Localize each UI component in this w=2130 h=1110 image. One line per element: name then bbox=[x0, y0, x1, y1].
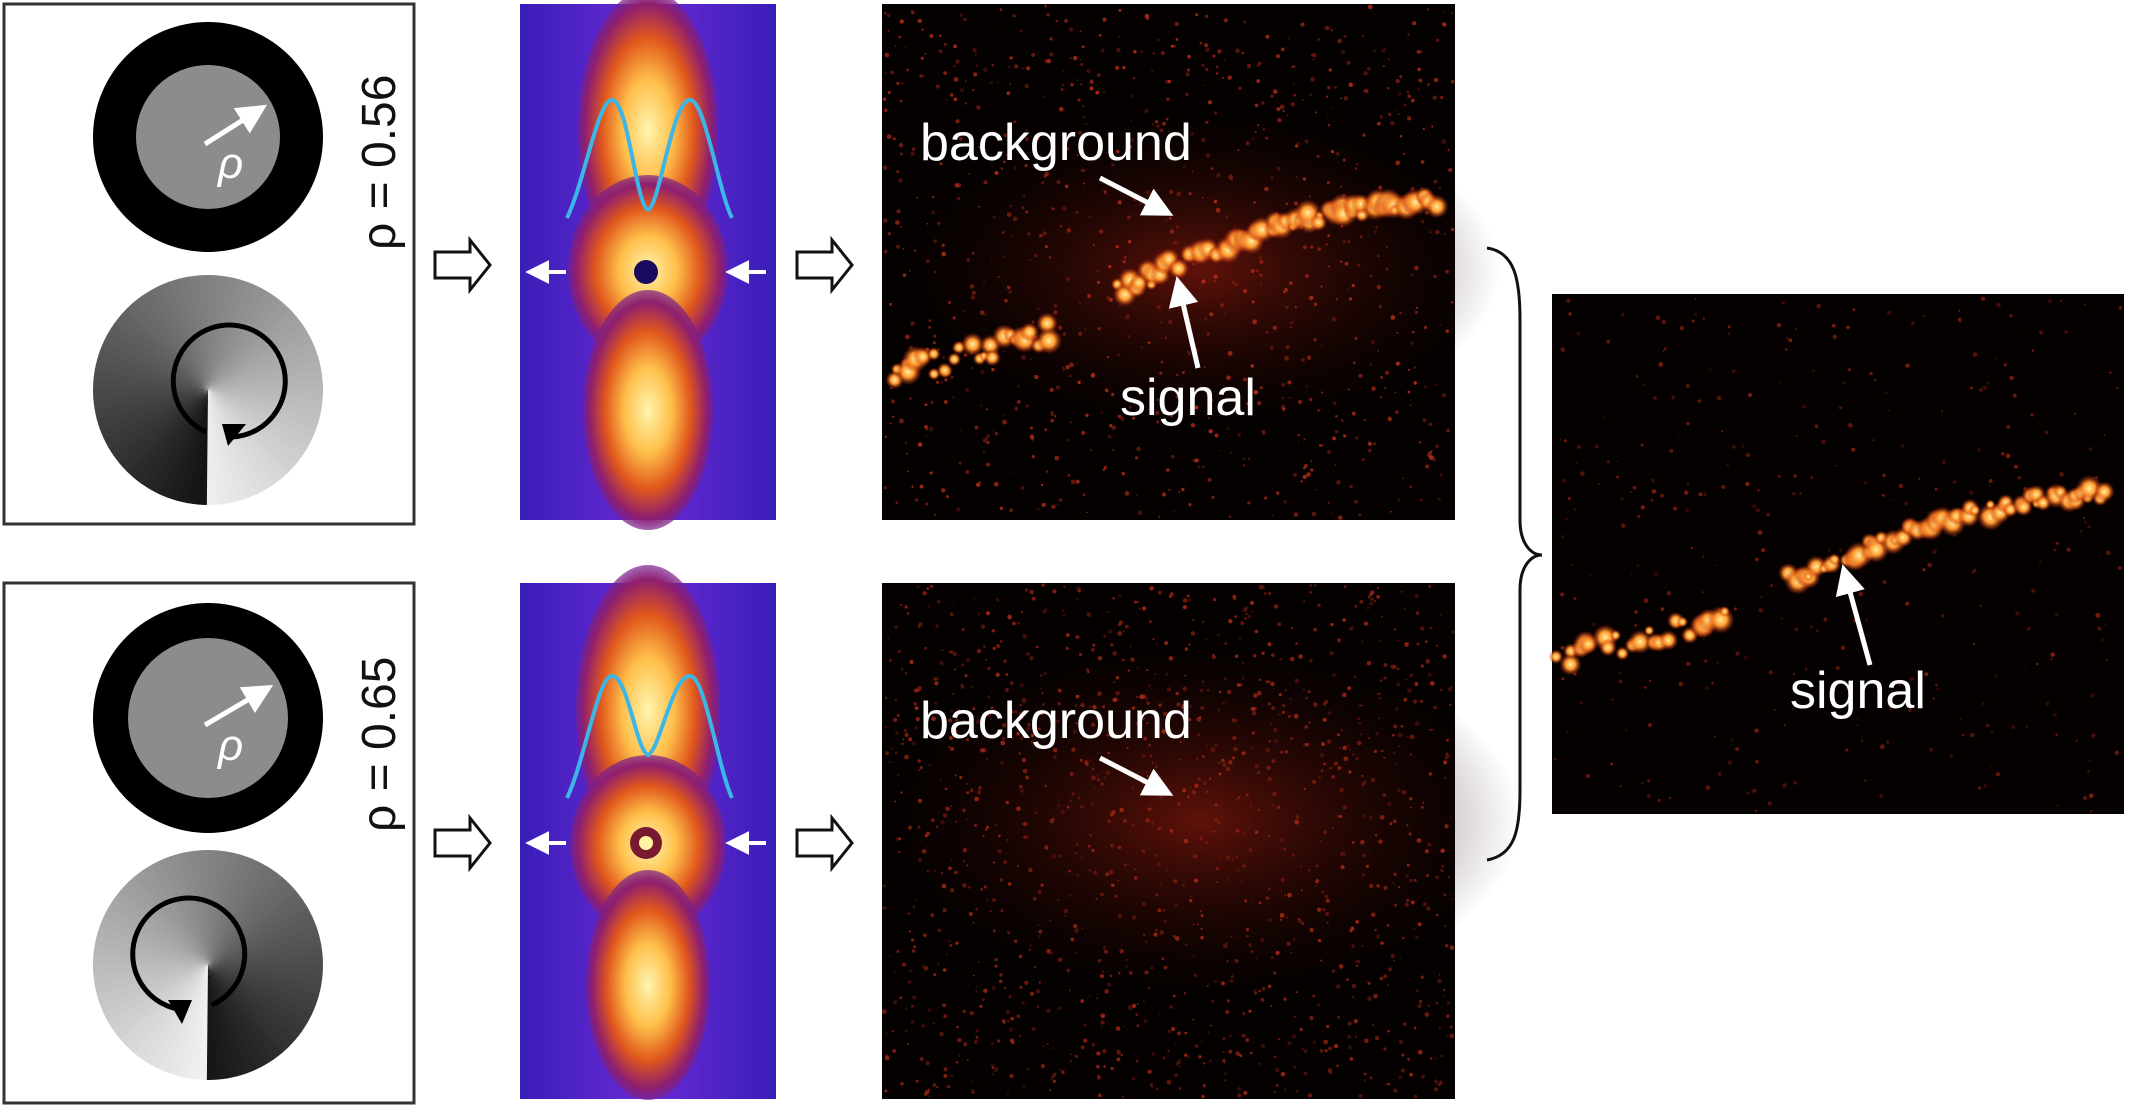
pointer-arrow-icon bbox=[1835, 564, 1873, 666]
pupil-symbol: ρ bbox=[216, 721, 243, 770]
vortex-phase-diagram bbox=[93, 849, 323, 1080]
intensity-profile-curve bbox=[565, 673, 734, 799]
bottom-row: ρ ρ = 0.65 background bbox=[2, 565, 1520, 1105]
bracket-icon bbox=[1486, 246, 1543, 862]
process-arrow-icon bbox=[433, 235, 492, 295]
signal-label: signal bbox=[1120, 369, 1256, 427]
pointer-arrow-icon bbox=[1168, 276, 1201, 369]
radius-arrow-icon bbox=[203, 104, 268, 147]
pupil-symbol: ρ bbox=[216, 139, 243, 188]
pupil-diagram: ρ bbox=[93, 603, 323, 833]
process-arrow-icon bbox=[433, 813, 492, 873]
pointer-arrow-icon bbox=[1098, 175, 1174, 216]
psf-panel-bottom bbox=[520, 565, 776, 1100]
result-signal-label: signal bbox=[1790, 662, 1926, 720]
rho-label: ρ = 0.65 bbox=[353, 657, 406, 832]
rho-label: ρ = 0.56 bbox=[353, 75, 406, 250]
process-arrow-icon bbox=[795, 235, 854, 295]
pointer-arrow-icon bbox=[1098, 755, 1174, 796]
detection-image-bottom: background bbox=[880, 583, 1520, 1099]
intensity-profile-curve bbox=[565, 97, 734, 219]
background-label: background bbox=[920, 692, 1192, 750]
top-row: ρ ρ = 0.56 bbox=[2, 0, 1500, 530]
detection-image-top: background signal bbox=[882, 4, 1500, 520]
radius-arrow-icon bbox=[203, 684, 274, 728]
result-image: signal bbox=[1548, 294, 2124, 814]
phase-mask-panel-top: ρ ρ = 0.56 bbox=[2, 2, 416, 526]
rotation-direction-icon bbox=[130, 895, 248, 1013]
background-label: background bbox=[920, 114, 1192, 172]
process-arrow-icon bbox=[795, 813, 854, 873]
pupil-diagram: ρ bbox=[93, 22, 323, 252]
psf-panel-top bbox=[520, 0, 776, 530]
phase-mask-panel-bottom: ρ ρ = 0.65 bbox=[2, 581, 416, 1105]
rotation-direction-icon bbox=[170, 322, 288, 440]
vortex-phase-diagram bbox=[93, 275, 323, 505]
